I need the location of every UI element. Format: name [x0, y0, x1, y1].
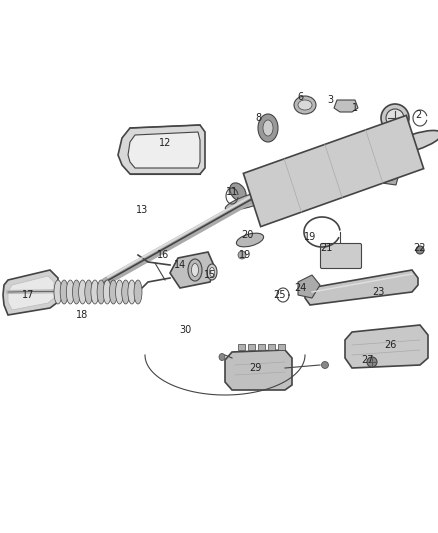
Polygon shape	[3, 270, 58, 315]
Ellipse shape	[280, 178, 296, 198]
Text: 26: 26	[384, 340, 396, 350]
Text: 23: 23	[372, 287, 384, 297]
Ellipse shape	[225, 190, 279, 211]
Text: 21: 21	[320, 243, 332, 253]
Text: 8: 8	[255, 113, 261, 123]
Ellipse shape	[237, 233, 264, 247]
Ellipse shape	[91, 280, 99, 304]
Text: 20: 20	[241, 230, 253, 240]
Text: 25: 25	[274, 290, 286, 300]
Ellipse shape	[134, 280, 142, 304]
Ellipse shape	[416, 246, 424, 254]
Ellipse shape	[110, 280, 117, 304]
Ellipse shape	[209, 268, 215, 277]
Ellipse shape	[381, 104, 409, 132]
Polygon shape	[118, 125, 205, 174]
Text: 19: 19	[304, 232, 316, 242]
Polygon shape	[305, 270, 418, 305]
Polygon shape	[345, 325, 428, 368]
Polygon shape	[345, 168, 368, 188]
Ellipse shape	[298, 100, 312, 110]
Polygon shape	[258, 344, 265, 350]
Ellipse shape	[367, 357, 377, 367]
Ellipse shape	[294, 96, 316, 114]
Ellipse shape	[321, 361, 328, 368]
Text: 24: 24	[294, 283, 306, 293]
Text: 29: 29	[249, 363, 261, 373]
Ellipse shape	[263, 120, 273, 136]
Polygon shape	[8, 276, 54, 310]
Text: 12: 12	[159, 138, 171, 148]
FancyBboxPatch shape	[321, 244, 361, 269]
Text: 27: 27	[362, 355, 374, 365]
Text: 14: 14	[174, 260, 186, 270]
Ellipse shape	[230, 183, 246, 201]
Text: 3: 3	[327, 95, 333, 105]
Ellipse shape	[219, 353, 225, 360]
Ellipse shape	[191, 263, 198, 277]
Polygon shape	[248, 344, 255, 350]
Text: 15: 15	[204, 270, 216, 280]
Text: 9: 9	[352, 175, 358, 185]
Text: 16: 16	[157, 250, 169, 260]
Text: 6: 6	[297, 92, 303, 102]
Polygon shape	[265, 168, 310, 205]
Ellipse shape	[207, 264, 217, 280]
Ellipse shape	[60, 280, 68, 304]
Text: 5: 5	[387, 173, 393, 183]
Ellipse shape	[128, 280, 136, 304]
Polygon shape	[268, 344, 275, 350]
Polygon shape	[238, 344, 245, 350]
Text: 10: 10	[274, 185, 286, 195]
Ellipse shape	[122, 280, 130, 304]
Polygon shape	[382, 170, 400, 185]
Ellipse shape	[388, 131, 438, 154]
Text: 17: 17	[22, 290, 34, 300]
Polygon shape	[170, 252, 215, 288]
Text: 19: 19	[239, 250, 251, 260]
Polygon shape	[334, 100, 358, 112]
Text: 13: 13	[136, 205, 148, 215]
Ellipse shape	[72, 280, 81, 304]
Polygon shape	[128, 132, 200, 168]
Ellipse shape	[386, 109, 404, 127]
Text: 1: 1	[352, 103, 358, 113]
Text: 18: 18	[76, 310, 88, 320]
Ellipse shape	[188, 259, 202, 281]
Ellipse shape	[258, 114, 278, 142]
Ellipse shape	[103, 280, 111, 304]
Polygon shape	[380, 155, 398, 172]
Text: 4: 4	[387, 160, 393, 170]
Ellipse shape	[66, 280, 74, 304]
Ellipse shape	[54, 280, 62, 304]
Ellipse shape	[238, 251, 246, 259]
Polygon shape	[244, 115, 424, 227]
Ellipse shape	[97, 280, 105, 304]
Text: 22: 22	[414, 243, 426, 253]
Text: 11: 11	[226, 187, 238, 197]
Polygon shape	[278, 344, 285, 350]
Text: 2: 2	[415, 110, 421, 120]
Polygon shape	[298, 275, 320, 298]
Ellipse shape	[116, 280, 124, 304]
Text: 30: 30	[179, 325, 191, 335]
Polygon shape	[225, 350, 292, 390]
Ellipse shape	[78, 280, 87, 304]
Ellipse shape	[85, 280, 93, 304]
